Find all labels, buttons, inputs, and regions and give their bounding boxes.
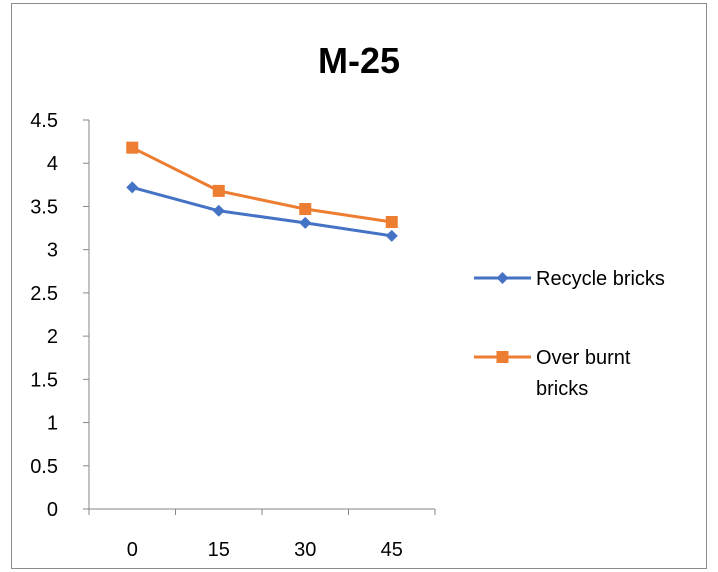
- legend-marker-2: [496, 351, 509, 363]
- y-tick-label: 1.5: [30, 369, 58, 391]
- data-point-1: [212, 204, 225, 217]
- data-point-2: [126, 141, 139, 154]
- series-line-1: [131, 185, 392, 238]
- chart-title: M-25: [318, 40, 400, 81]
- data-point-2: [299, 203, 312, 216]
- legend-label-2: Over burnt bricks: [536, 347, 631, 400]
- chart-area: [11, 3, 707, 569]
- data-point-1: [126, 181, 139, 194]
- axes: 0 0.5 1 1.5 2 2.5 3 3.5 4 4.5 0 15 30 45: [30, 110, 436, 561]
- data-point-2: [385, 216, 398, 229]
- data-point-1: [385, 229, 398, 242]
- y-tick-label: 3.5: [30, 196, 58, 218]
- y-tick-label: 4: [47, 153, 58, 175]
- y-tick-label: 0: [47, 499, 58, 521]
- y-tick-label: 4.5: [30, 110, 58, 132]
- x-tick-label: 15: [208, 539, 230, 561]
- y-tick-label: 3: [47, 240, 58, 262]
- legend: Recycle bricks Over burnt bricks: [474, 268, 665, 400]
- x-tick-label: 0: [127, 539, 138, 561]
- data-point-1: [299, 216, 312, 229]
- x-tick-label: 45: [381, 539, 403, 561]
- y-tick-label: 1: [47, 413, 58, 435]
- y-tick-label: 2: [47, 326, 58, 348]
- legend-marker-1: [496, 272, 509, 284]
- plot-area: [126, 141, 398, 242]
- data-point-2: [212, 184, 225, 197]
- y-tick-label: 0.5: [30, 456, 58, 478]
- x-tick-label: 30: [294, 539, 316, 561]
- legend-label-1: Recycle bricks: [536, 268, 665, 290]
- series-line-2: [131, 146, 392, 224]
- y-tick-label: 2.5: [30, 283, 58, 305]
